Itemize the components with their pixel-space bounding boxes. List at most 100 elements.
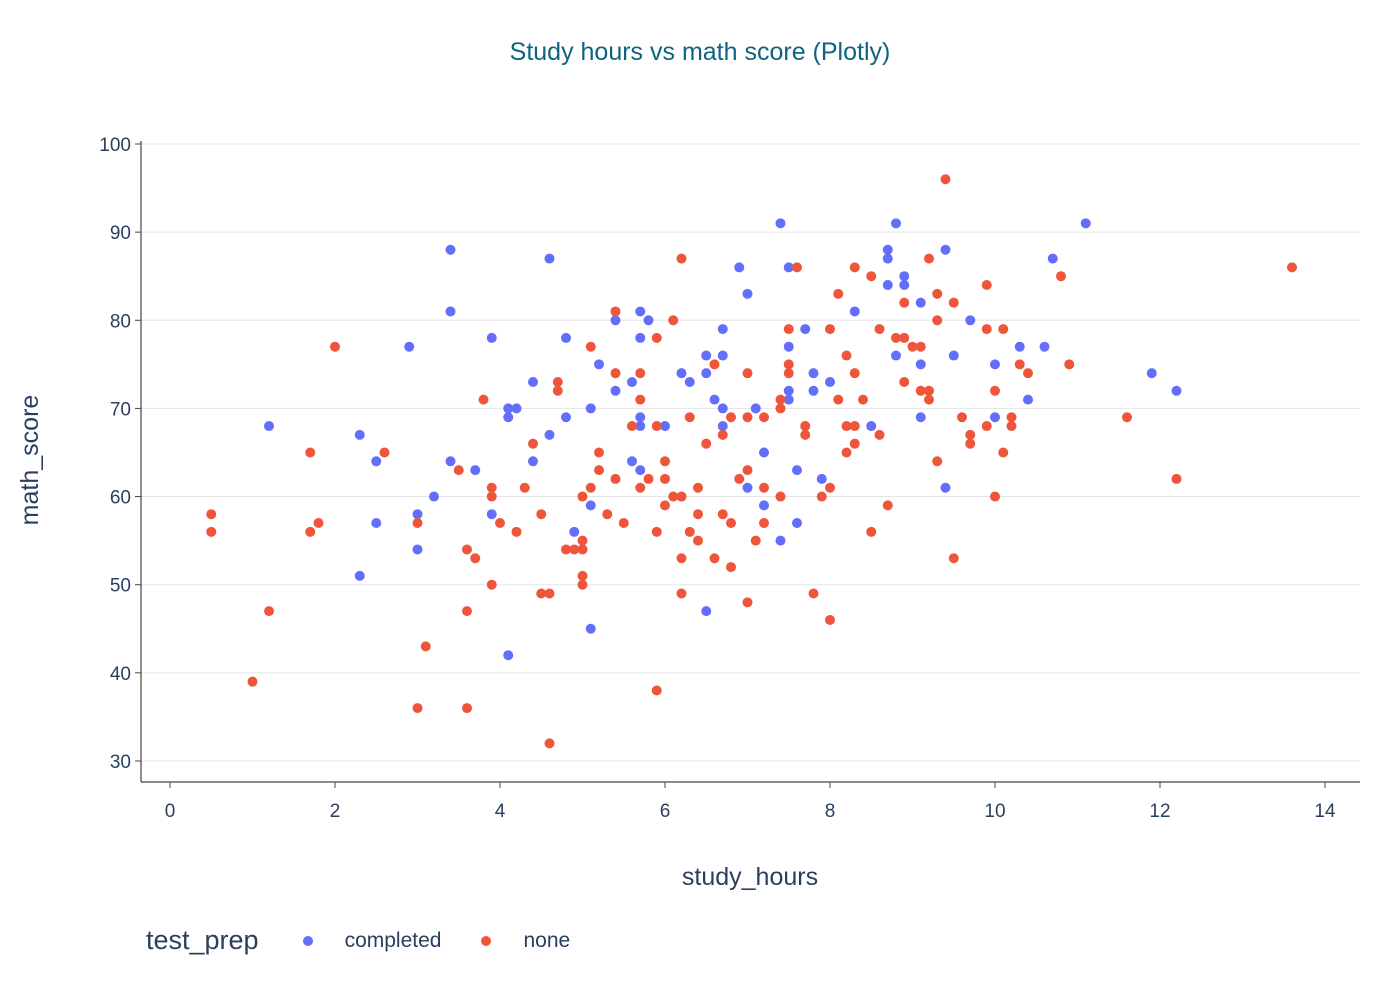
data-point-none[interactable] — [874, 429, 885, 440]
data-point-completed[interactable] — [783, 394, 794, 405]
data-point-none[interactable] — [676, 253, 687, 264]
data-point-none[interactable] — [709, 553, 720, 564]
data-point-none[interactable] — [709, 359, 720, 370]
data-point-none[interactable] — [577, 535, 588, 546]
data-point-none[interactable] — [990, 385, 1000, 396]
data-point-none[interactable] — [651, 526, 662, 537]
data-point-completed[interactable] — [783, 262, 794, 273]
data-point-none[interactable] — [635, 482, 646, 493]
data-point-completed[interactable] — [528, 456, 538, 467]
data-point-none[interactable] — [783, 359, 794, 370]
data-point-none[interactable] — [585, 341, 596, 352]
data-point-completed[interactable] — [849, 306, 860, 317]
data-point-none[interactable] — [610, 473, 621, 484]
data-point-completed[interactable] — [709, 394, 720, 405]
data-point-none[interactable] — [660, 500, 670, 511]
data-point-none[interactable] — [726, 562, 736, 573]
data-point-none[interactable] — [577, 570, 588, 581]
data-point-none[interactable] — [206, 526, 217, 537]
data-point-none[interactable] — [643, 473, 654, 484]
data-point-none[interactable] — [206, 509, 217, 520]
data-point-none[interactable] — [305, 526, 316, 537]
data-point-completed[interactable] — [1080, 218, 1091, 229]
data-point-completed[interactable] — [701, 368, 712, 379]
data-point-completed[interactable] — [792, 465, 802, 476]
data-point-completed[interactable] — [371, 518, 382, 529]
data-point-none[interactable] — [750, 535, 761, 546]
data-point-none[interactable] — [849, 368, 860, 379]
data-point-none[interactable] — [816, 491, 827, 502]
data-point-none[interactable] — [998, 447, 1009, 458]
data-point-none[interactable] — [602, 509, 613, 520]
data-point-completed[interactable] — [899, 280, 910, 291]
data-point-none[interactable] — [693, 535, 703, 546]
data-point-none[interactable] — [618, 518, 629, 529]
data-point-completed[interactable] — [354, 570, 365, 581]
data-point-completed[interactable] — [627, 376, 637, 387]
data-point-none[interactable] — [544, 738, 555, 749]
data-point-none[interactable] — [726, 518, 736, 529]
data-point-completed[interactable] — [503, 650, 514, 661]
data-point-none[interactable] — [693, 509, 703, 520]
data-point-none[interactable] — [717, 509, 728, 520]
data-point-none[interactable] — [849, 421, 860, 432]
data-point-none[interactable] — [948, 297, 959, 308]
data-point-completed[interactable] — [701, 350, 712, 361]
data-point-completed[interactable] — [585, 623, 596, 634]
data-point-none[interactable] — [651, 332, 662, 343]
data-point-none[interactable] — [379, 447, 390, 458]
data-point-completed[interactable] — [783, 385, 794, 396]
data-point-completed[interactable] — [429, 491, 439, 502]
data-point-none[interactable] — [1006, 412, 1017, 423]
data-point-completed[interactable] — [676, 368, 687, 379]
data-point-none[interactable] — [899, 376, 910, 387]
data-point-completed[interactable] — [1171, 385, 1182, 396]
data-point-none[interactable] — [742, 597, 753, 608]
data-point-completed[interactable] — [990, 412, 1000, 423]
data-point-completed[interactable] — [470, 465, 481, 476]
data-point-none[interactable] — [1064, 359, 1075, 370]
data-point-completed[interactable] — [610, 315, 621, 326]
data-point-none[interactable] — [1006, 421, 1017, 432]
data-point-completed[interactable] — [635, 412, 646, 423]
data-point-none[interactable] — [594, 465, 604, 476]
data-point-none[interactable] — [965, 429, 976, 440]
data-point-completed[interactable] — [635, 465, 646, 476]
data-point-none[interactable] — [998, 324, 1009, 335]
data-point-completed[interactable] — [445, 456, 456, 467]
data-point-none[interactable] — [610, 368, 621, 379]
data-point-none[interactable] — [759, 482, 769, 493]
data-point-none[interactable] — [759, 412, 769, 423]
data-point-completed[interactable] — [635, 421, 646, 432]
data-point-completed[interactable] — [891, 350, 901, 361]
data-point-none[interactable] — [552, 376, 563, 387]
data-point-none[interactable] — [759, 518, 769, 529]
data-point-none[interactable] — [924, 394, 934, 405]
data-point-none[interactable] — [775, 491, 786, 502]
data-point-none[interactable] — [915, 385, 926, 396]
data-point-completed[interactable] — [561, 332, 571, 343]
data-point-completed[interactable] — [635, 306, 646, 317]
data-point-none[interactable] — [1122, 412, 1132, 423]
data-point-completed[interactable] — [792, 518, 802, 529]
data-point-completed[interactable] — [775, 218, 786, 229]
data-point-none[interactable] — [264, 606, 274, 617]
data-point-none[interactable] — [495, 518, 505, 529]
data-point-none[interactable] — [486, 482, 497, 493]
data-point-none[interactable] — [866, 271, 877, 282]
data-point-completed[interactable] — [1023, 394, 1033, 405]
data-point-completed[interactable] — [717, 421, 728, 432]
data-point-completed[interactable] — [528, 376, 538, 387]
data-point-completed[interactable] — [569, 526, 580, 537]
data-point-none[interactable] — [981, 280, 992, 291]
data-point-none[interactable] — [462, 606, 472, 617]
data-point-none[interactable] — [833, 394, 844, 405]
data-point-completed[interactable] — [585, 500, 596, 511]
data-point-none[interactable] — [462, 703, 472, 714]
data-point-none[interactable] — [981, 324, 992, 335]
data-point-completed[interactable] — [1146, 368, 1157, 379]
data-point-none[interactable] — [742, 368, 753, 379]
data-point-none[interactable] — [676, 588, 687, 599]
data-point-completed[interactable] — [825, 376, 835, 387]
data-point-none[interactable] — [577, 544, 588, 555]
